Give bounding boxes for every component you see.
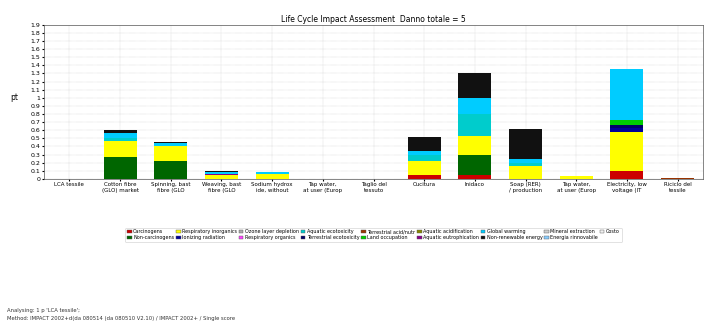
Bar xyxy=(256,172,289,174)
Bar xyxy=(154,146,187,161)
Bar xyxy=(458,73,491,98)
Bar xyxy=(408,161,441,175)
Bar xyxy=(103,130,136,134)
Y-axis label: pt: pt xyxy=(10,93,19,102)
Bar xyxy=(610,132,643,171)
Bar xyxy=(560,176,593,179)
Bar xyxy=(103,134,136,137)
Bar xyxy=(205,174,238,175)
Bar xyxy=(408,151,441,155)
Bar xyxy=(610,124,643,128)
Bar xyxy=(610,171,643,179)
Bar xyxy=(103,141,136,157)
Bar xyxy=(458,98,491,114)
Bar xyxy=(610,128,643,132)
Bar xyxy=(509,159,542,163)
Bar xyxy=(610,69,643,121)
Bar xyxy=(154,161,187,179)
Bar xyxy=(154,143,187,146)
Bar xyxy=(509,166,542,179)
Bar xyxy=(458,114,491,136)
Text: Method: IMPACT 2002+d(da 080514 (da 080510 V2.10) / IMPACT 2002+ / Single score: Method: IMPACT 2002+d(da 080514 (da 0805… xyxy=(7,316,236,321)
Bar xyxy=(408,175,441,179)
Bar xyxy=(103,157,136,179)
Bar xyxy=(610,121,643,124)
Bar xyxy=(205,171,238,172)
Bar xyxy=(458,155,491,175)
Bar xyxy=(458,175,491,179)
Title: Life Cycle Impact Assessment  Danno totale = 5: Life Cycle Impact Assessment Danno total… xyxy=(281,15,466,24)
Bar xyxy=(408,137,441,151)
Bar xyxy=(661,178,694,179)
Text: Analysing: 1 p 'LCA tessile';: Analysing: 1 p 'LCA tessile'; xyxy=(7,308,80,313)
Legend: Carcinogens, Non-carcinogens, Respiratory inorganics, Ionizing radiation, Ozone : Carcinogens, Non-carcinogens, Respirator… xyxy=(126,227,622,242)
Bar xyxy=(509,129,542,159)
Bar xyxy=(509,163,542,166)
Bar xyxy=(205,172,238,174)
Bar xyxy=(205,175,238,179)
Bar xyxy=(458,136,491,155)
Bar xyxy=(154,142,187,143)
Bar xyxy=(408,155,441,161)
Bar xyxy=(256,174,289,179)
Bar xyxy=(103,137,136,141)
